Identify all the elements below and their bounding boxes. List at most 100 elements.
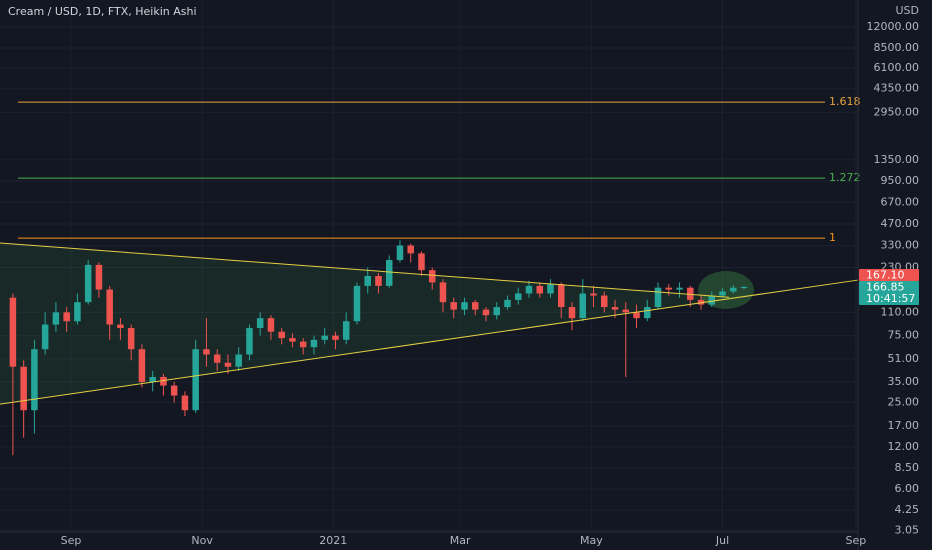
candle-body <box>461 302 468 310</box>
y-tick-label: 6100.00 <box>874 61 920 74</box>
candle-body <box>95 264 103 290</box>
candle-body <box>52 312 60 325</box>
y-tick-label: 110.00 <box>881 305 920 318</box>
candle-body <box>160 376 167 386</box>
countdown-label: 10:41:57 <box>866 292 915 305</box>
candle-body <box>428 270 436 283</box>
candle-body <box>407 245 414 254</box>
candle-body <box>601 295 608 308</box>
x-tick-label: May <box>580 534 603 547</box>
x-tick-label: 2021 <box>319 534 347 547</box>
y-tick-label: 17.00 <box>888 419 920 432</box>
y-tick-label: 1350.00 <box>874 153 920 166</box>
triangle-area <box>0 242 858 405</box>
grid <box>0 0 858 532</box>
x-tick-label: Jul <box>715 534 729 547</box>
candles <box>9 240 748 456</box>
fib-label: 1 <box>829 231 836 244</box>
candle-body <box>170 385 178 396</box>
candle-body <box>289 338 296 342</box>
price-label-box <box>859 269 919 282</box>
axes: 12000.00 8500.00 6100.00 4350.00 2950.00 1350… <box>61 20 919 547</box>
candle-body <box>730 287 737 292</box>
price-label-box <box>859 281 919 306</box>
triangle-fill <box>0 242 858 405</box>
fib-label: 1.272 <box>829 171 861 184</box>
candle-body <box>633 312 640 319</box>
price-label: 167.10 <box>866 269 905 282</box>
y-tick-label: 51.00 <box>888 352 920 365</box>
candle-body <box>439 282 447 303</box>
candle-body <box>525 285 533 294</box>
overlays: 1.618 1.272 1 <box>0 95 861 405</box>
y-tick-label: 670.00 <box>881 195 920 208</box>
currency-label: USD <box>895 4 919 17</box>
candle-body <box>514 293 522 300</box>
candle-body <box>590 293 597 296</box>
candle-body <box>41 324 49 350</box>
candle-body <box>31 349 38 411</box>
candle-body <box>213 354 221 363</box>
candle-body <box>654 287 662 308</box>
candle-body <box>310 339 318 348</box>
y-tick-label: 12.00 <box>888 440 920 453</box>
candle-body <box>235 354 242 367</box>
y-tick-label: 4.25 <box>895 503 920 516</box>
y-tick-label: 25.00 <box>888 395 920 408</box>
candle-body <box>708 295 716 305</box>
candle-body <box>665 287 673 290</box>
candle-body <box>203 349 210 355</box>
x-tick-label: Sep <box>845 534 866 547</box>
candle-body <box>117 324 124 329</box>
candle-body <box>418 253 425 271</box>
candle-body <box>385 260 393 286</box>
trend-line <box>0 279 859 405</box>
candle-body <box>149 376 156 382</box>
trend-line <box>0 242 730 298</box>
candle-body <box>364 275 371 286</box>
candle-body <box>267 318 275 332</box>
candle-body <box>321 335 328 340</box>
y-tick-label: 470.00 <box>881 217 920 230</box>
y-tick-label: 2950.00 <box>874 105 920 118</box>
candle-body <box>106 289 113 325</box>
y-tick-label: 12000.00 <box>867 20 920 33</box>
candle-body <box>622 309 630 313</box>
y-tick-label: 8500.00 <box>874 41 920 54</box>
candle-body <box>127 328 135 350</box>
candle-body <box>697 299 705 305</box>
candle-body <box>342 321 350 340</box>
y-tick-label: 330.00 <box>881 239 920 252</box>
fib-label: 1.618 <box>829 95 861 108</box>
candle-body <box>547 284 554 294</box>
candle-body <box>192 349 199 411</box>
price-label: 166.85 <box>866 281 905 294</box>
candle-body <box>375 275 382 286</box>
candle-body <box>504 299 511 308</box>
candle-body <box>568 307 576 319</box>
candle-body <box>536 285 543 294</box>
candle-body <box>482 309 490 316</box>
candle-body <box>84 264 92 303</box>
candle-body <box>224 362 232 367</box>
chart-title: Cream / USD, 1D, FTX, Heikin Ashi <box>8 5 197 18</box>
candle-body <box>396 245 404 261</box>
candle-body <box>611 307 619 310</box>
candle-body <box>450 302 457 310</box>
candle-body <box>557 284 565 308</box>
candle-body <box>687 287 694 300</box>
candle-body <box>256 318 264 329</box>
candle-body <box>719 291 726 296</box>
candle-body <box>278 331 285 339</box>
y-tick-label: 3.05 <box>895 523 920 536</box>
candle-body <box>63 312 70 322</box>
candle-body <box>74 302 81 322</box>
highlight-circle <box>698 271 754 309</box>
x-tick-label: Mar <box>450 534 471 547</box>
candle-body <box>579 293 587 319</box>
candle-body <box>9 297 17 367</box>
y-tick-label: 6.00 <box>895 482 920 495</box>
y-tick-label: 35.00 <box>888 375 920 388</box>
